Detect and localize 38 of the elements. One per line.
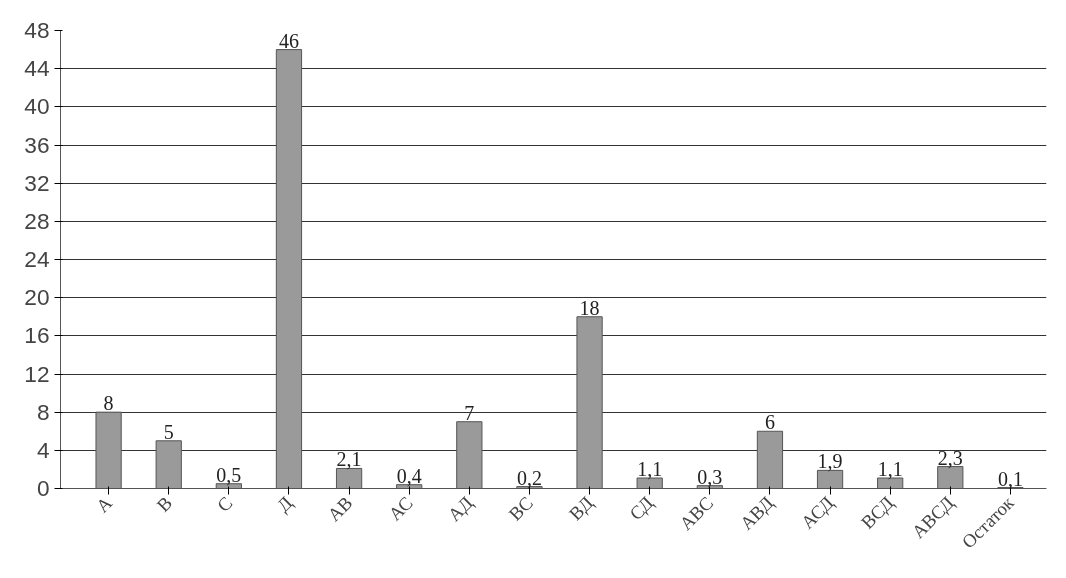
x-tick-label: АС — [384, 492, 417, 525]
x-tick-label: ВД — [564, 491, 598, 525]
data-label: 2,1 — [336, 448, 362, 471]
data-label: 0,2 — [516, 466, 542, 489]
data-label: 8 — [103, 392, 114, 415]
y-tick-label: 44 — [24, 55, 50, 82]
y-tick-label: 20 — [24, 284, 50, 311]
y-tick-label: 0 — [36, 475, 50, 501]
y-tick-label: 40 — [24, 93, 50, 120]
y-tick-label: 32 — [24, 169, 50, 196]
data-label: 1,9 — [817, 450, 843, 473]
y-tick-label: 48 — [24, 17, 50, 43]
data-label: 0,1 — [997, 467, 1023, 490]
x-tick-label: А — [91, 491, 117, 517]
x-tick-label: Д — [272, 491, 297, 516]
y-tick-label: 28 — [24, 207, 50, 234]
data-label: 0,5 — [216, 463, 242, 486]
x-tick-label: АД — [443, 491, 477, 526]
data-label: 18 — [579, 296, 600, 319]
x-tick-label: С — [212, 492, 237, 516]
data-label: 2,3 — [937, 446, 963, 469]
data-label: 0,4 — [396, 464, 422, 487]
y-tick-label: 8 — [36, 398, 50, 425]
data-label: 1,1 — [877, 458, 903, 480]
x-tick-label: СД — [625, 491, 658, 525]
data-label: 6 — [764, 411, 775, 434]
y-tick-label: 4 — [36, 436, 50, 463]
y-tick-label: 16 — [24, 322, 50, 349]
x-tick-label: В — [152, 492, 177, 516]
x-tick-label: АВ — [323, 492, 357, 526]
data-label: 1,1 — [637, 458, 663, 480]
data-label: 0,3 — [697, 465, 723, 488]
y-tick-label: 36 — [24, 131, 50, 158]
x-tick-label: ВС — [504, 492, 537, 525]
y-tick-label: 24 — [24, 246, 50, 272]
data-label: 46 — [278, 29, 299, 52]
y-tick-label: 12 — [24, 360, 50, 387]
data-label: 5 — [163, 420, 174, 443]
